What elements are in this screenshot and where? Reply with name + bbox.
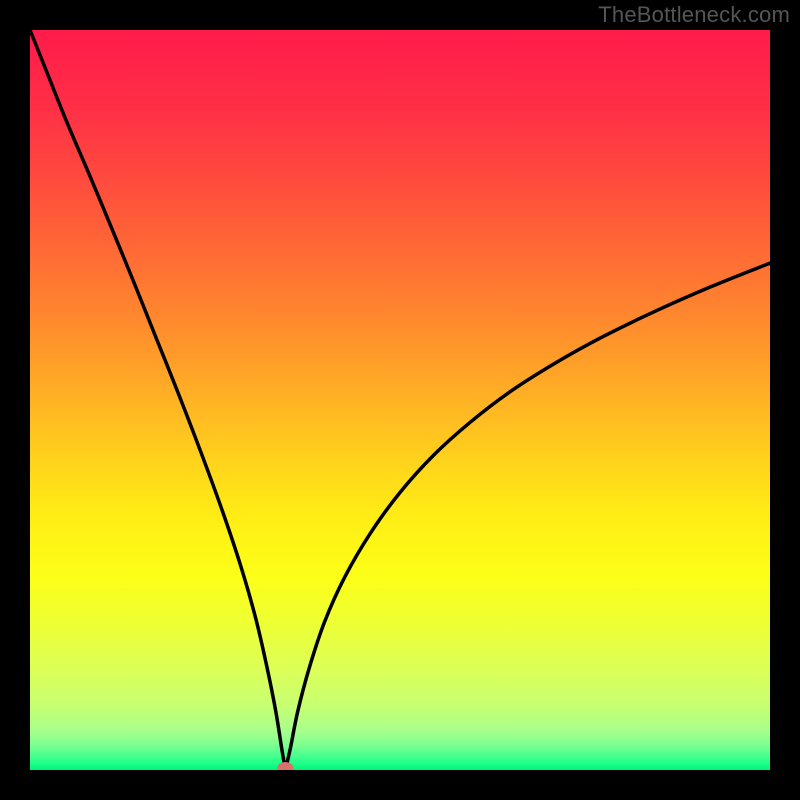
watermark-text: TheBottleneck.com: [598, 2, 790, 28]
chart-background: [30, 30, 770, 770]
chart-frame: TheBottleneck.com: [0, 0, 800, 800]
bottleneck-chart: [0, 0, 800, 800]
